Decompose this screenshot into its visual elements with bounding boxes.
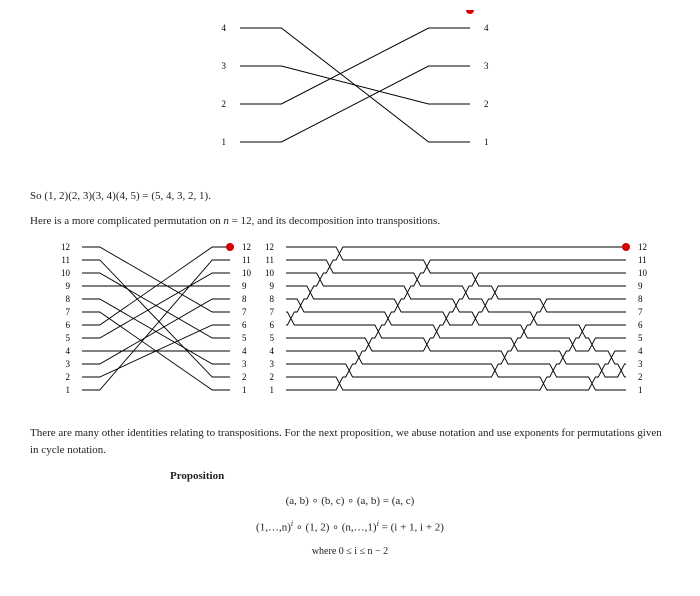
svg-text:8: 8 xyxy=(638,294,643,304)
diagram-cycle-4: 4 4 3 3 2 2 1 1 xyxy=(170,10,530,180)
svg-text:10: 10 xyxy=(265,268,275,278)
svg-text:2: 2 xyxy=(222,99,227,109)
svg-text:6: 6 xyxy=(270,320,275,330)
document-page: 44332211 So (1, 2)(2, 3)(3, 4)(4, 5) = (… xyxy=(0,0,700,596)
svg-text:8: 8 xyxy=(242,294,247,304)
svg-text:5: 5 xyxy=(66,333,71,343)
svg-text:4: 4 xyxy=(66,346,71,356)
svg-text:11: 11 xyxy=(242,255,251,265)
svg-text:9: 9 xyxy=(242,281,247,291)
svg-text:9: 9 xyxy=(270,281,275,291)
svg-text:4: 4 xyxy=(484,23,489,33)
svg-text:5: 5 xyxy=(638,333,643,343)
svg-text:7: 7 xyxy=(270,307,275,317)
svg-text:10: 10 xyxy=(61,268,71,278)
svg-text:10: 10 xyxy=(242,268,252,278)
svg-text:1: 1 xyxy=(242,385,247,395)
svg-text:2: 2 xyxy=(484,99,489,109)
svg-text:1: 1 xyxy=(222,137,227,147)
formula-2-l: (1,…,n) xyxy=(256,522,291,534)
svg-text:9: 9 xyxy=(638,281,643,291)
where-clause: where 0 ≤ i ≤ n − 2 xyxy=(30,546,670,557)
svg-text:8: 8 xyxy=(270,294,275,304)
svg-text:12: 12 xyxy=(638,242,647,252)
formula-1: (a, b) ∘ (b, c) ∘ (a, b) = (a, c) xyxy=(30,494,670,507)
svg-text:6: 6 xyxy=(66,320,71,330)
svg-text:2: 2 xyxy=(242,372,247,382)
svg-text:5: 5 xyxy=(270,333,275,343)
svg-text:3: 3 xyxy=(270,359,275,369)
svg-text:8: 8 xyxy=(66,294,71,304)
svg-text:3: 3 xyxy=(242,359,247,369)
svg-text:11: 11 xyxy=(265,255,274,265)
svg-text:1: 1 xyxy=(638,385,643,395)
svg-text:2: 2 xyxy=(270,372,275,382)
intro-prefix: Here is a more complicated permutation o… xyxy=(30,215,223,227)
svg-text:9: 9 xyxy=(66,281,71,291)
formula-2: (1,…,n)i ∘ (1, 2) ∘ (n,…,1)i = (i + 1, i… xyxy=(30,519,670,534)
svg-text:1: 1 xyxy=(66,385,71,395)
svg-text:4: 4 xyxy=(638,346,643,356)
svg-text:4: 4 xyxy=(242,346,247,356)
svg-text:1: 1 xyxy=(270,385,275,395)
svg-text:1: 1 xyxy=(484,137,489,147)
svg-text:7: 7 xyxy=(66,307,71,317)
svg-text:2: 2 xyxy=(66,372,71,382)
svg-text:3: 3 xyxy=(638,359,643,369)
svg-text:3: 3 xyxy=(222,61,227,71)
svg-text:4: 4 xyxy=(270,346,275,356)
formula-2-m: ∘ (1, 2) ∘ (n,…,1) xyxy=(293,522,376,534)
svg-text:3: 3 xyxy=(66,359,71,369)
svg-text:11: 11 xyxy=(638,255,647,265)
diagram-perm-12: 1212111110109988776655443322111212111110… xyxy=(50,237,650,417)
svg-text:12: 12 xyxy=(61,242,70,252)
result-text: So (1, 2)(2, 3)(3, 4)(4, 5) = (5, 4, 3, … xyxy=(30,188,670,205)
identities-text: There are many other identities relating… xyxy=(30,425,670,458)
svg-text:11: 11 xyxy=(61,255,70,265)
svg-text:6: 6 xyxy=(242,320,247,330)
formula-1-body: (a, b) ∘ (b, c) ∘ (a, b) = (a, c) xyxy=(286,495,415,507)
svg-text:10: 10 xyxy=(638,268,648,278)
svg-text:12: 12 xyxy=(242,242,251,252)
svg-text:5: 5 xyxy=(242,333,247,343)
formula-2-r: = (i + 1, i + 2) xyxy=(379,522,444,534)
svg-text:7: 7 xyxy=(242,307,247,317)
svg-text:7: 7 xyxy=(638,307,643,317)
intro-text-2: Here is a more complicated permutation o… xyxy=(30,213,670,230)
svg-text:2: 2 xyxy=(638,372,643,382)
svg-text:6: 6 xyxy=(638,320,643,330)
proposition-heading: Proposition xyxy=(170,470,670,482)
intro-suffix: = 12, and its decomposition into transpo… xyxy=(229,215,440,227)
svg-text:12: 12 xyxy=(265,242,274,252)
svg-text:4: 4 xyxy=(222,23,227,33)
svg-text:3: 3 xyxy=(484,61,489,71)
